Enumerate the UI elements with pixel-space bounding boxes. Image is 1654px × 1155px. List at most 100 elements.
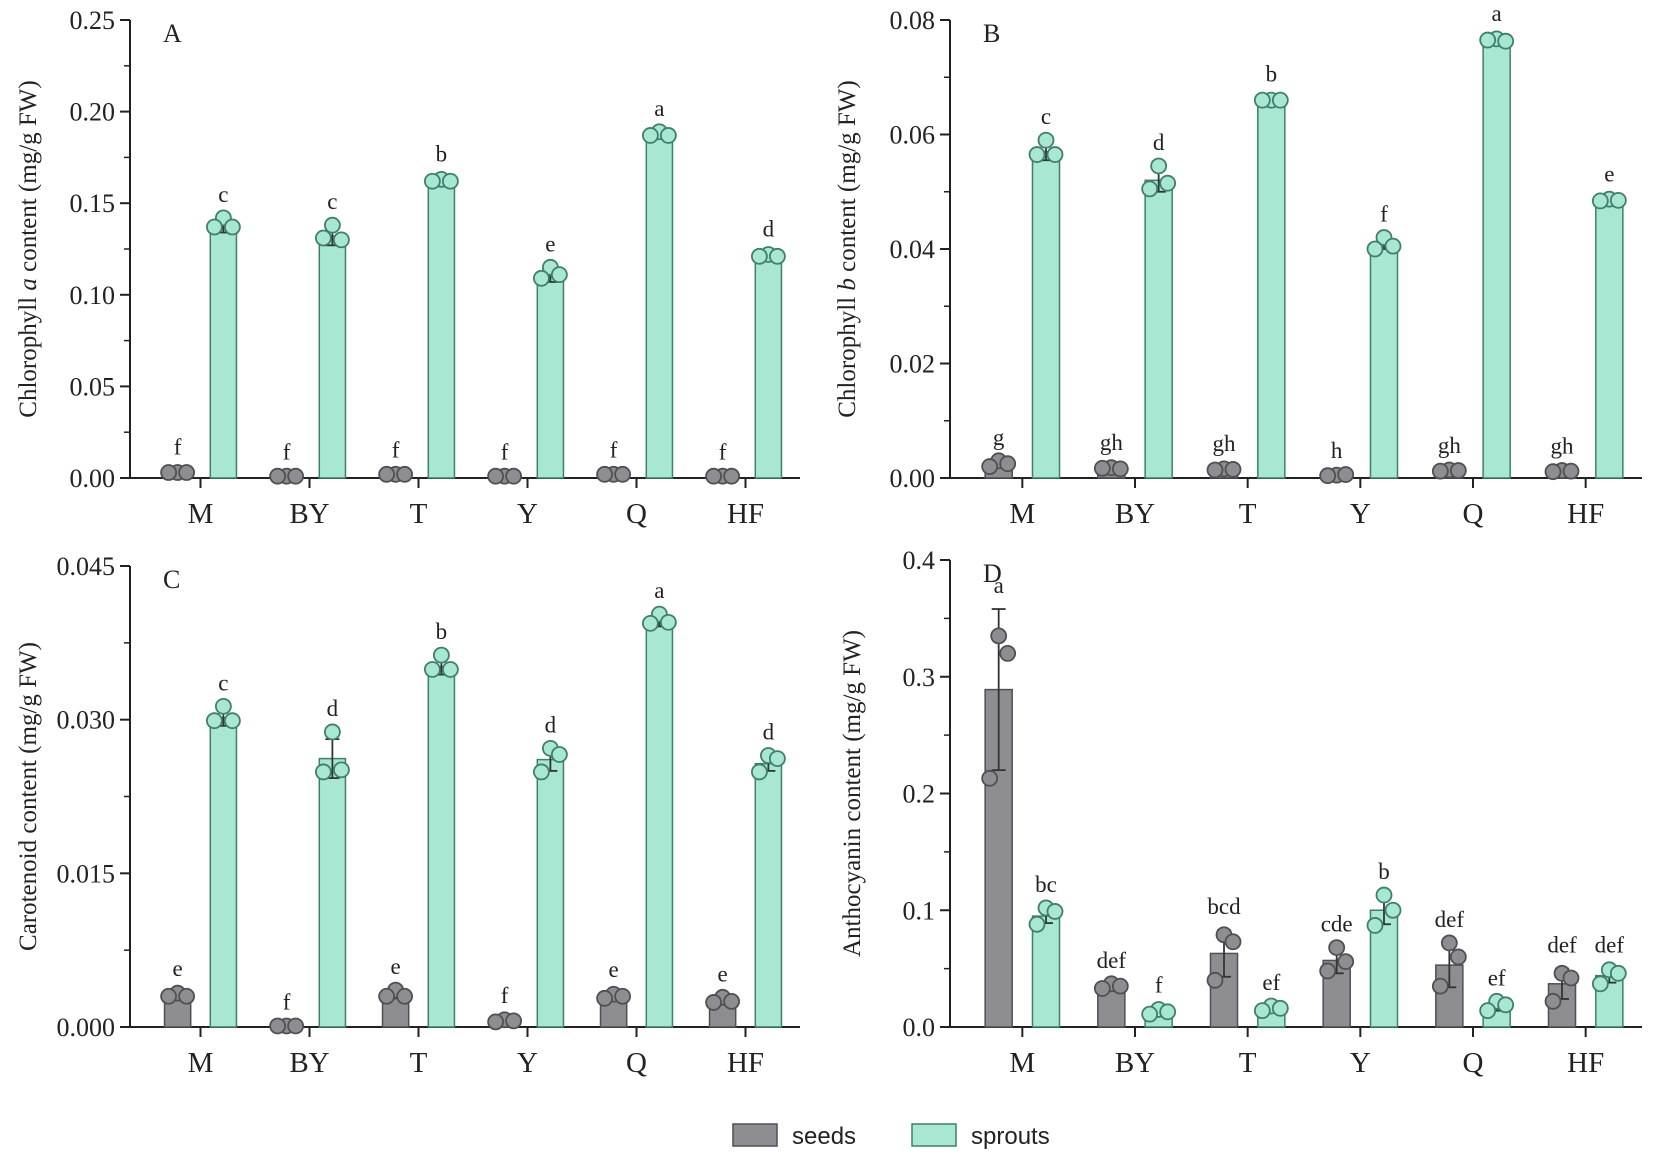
data-point-seeds [596,465,614,483]
y-axis-label: Chlorophyll a content (mg/g FW) [15,80,42,417]
data-point-sprouts [205,218,223,236]
bar-sprouts [1031,915,1061,1028]
data-point-seeds [505,1012,523,1030]
x-tick-label: Y [517,1047,538,1079]
panel-d: 0.0 0.1 0.2 0.3 0.4 Anthocyanin content (mg/g… [839,546,1642,1079]
x-tick-label: Q [626,498,647,530]
panel-letter: D [983,559,1002,588]
y-tick-label: 0.00 [70,464,116,493]
data-point-sprouts [750,763,768,781]
data-point-sprouts [332,761,350,779]
significance-letter: gh [1551,433,1575,458]
data-point-sprouts [1159,174,1177,192]
significance-letter: def [1595,933,1625,958]
significance-letter: def [1435,907,1465,932]
data-point-sprouts [550,266,568,284]
data-point-sprouts [550,746,568,763]
x-tick-label: BY [289,498,329,530]
data-point-sprouts [1253,1002,1271,1020]
data-point-sprouts [332,231,350,249]
x-tick-label: Q [626,1047,647,1079]
data-point-seeds [1206,971,1224,989]
bar-sprouts [536,758,565,1028]
significance-letter: ef [1262,970,1280,995]
bar-sprouts [318,757,347,1028]
data-point-seeds [1319,962,1337,980]
y-tick-label: 0.06 [890,121,936,150]
data-point-seeds [505,467,523,485]
data-point-seeds [1544,463,1562,481]
data-point-seeds [178,464,196,481]
y-axis-label-part: content (mg/g FW) [834,80,861,278]
data-point-seeds [1431,977,1449,995]
significance-letter: def [1097,948,1127,973]
data-point-seeds [999,645,1017,662]
bar-sprouts [1031,150,1061,479]
significance-letter: b [436,619,448,644]
bar-sprouts [754,255,783,479]
y-tick-label: 0.08 [890,6,936,35]
significance-letter: a [654,96,664,121]
x-tick-label: HF [727,498,764,530]
data-point-seeds [614,987,632,1005]
significance-letter: ef [1488,965,1506,990]
data-point-seeds [1328,939,1346,957]
significance-letter: b [1378,859,1390,884]
panels: 0.00 0.05 0.10 0.15 0.20 0.25 Chlorophyll a co… [15,1,1642,1079]
data-point-sprouts [641,614,659,632]
y-tick-label: 0.1 [903,896,936,925]
data-point-sprouts [223,712,241,730]
bar-sprouts [536,273,565,479]
panel-a: 0.00 0.05 0.10 0.15 0.20 0.25 Chlorophyll a co… [15,6,800,530]
data-point-seeds [981,769,999,787]
significance-letter: a [1492,1,1502,26]
legend-swatch-seeds [732,1123,778,1147]
significance-letter: bc [1035,872,1057,897]
significance-letter: c [218,670,228,695]
x-tick-label: HF [1567,498,1604,530]
data-point-sprouts [1609,964,1627,982]
data-point-sprouts [314,763,332,781]
data-point-seeds [160,987,178,1005]
data-point-seeds [269,467,287,485]
y-axis-label-part: a [15,278,42,291]
x-tick-label: Y [1350,1047,1371,1079]
significance-letter: c [327,189,337,214]
data-point-sprouts [1028,915,1046,933]
y-tick-label: 0.030 [57,706,116,735]
data-point-sprouts [1028,146,1046,163]
data-point-seeds [1093,459,1111,477]
data-point-seeds [999,455,1017,473]
data-point-sprouts [423,172,441,190]
data-point-seeds [287,1017,305,1035]
data-point-seeds [269,1017,287,1035]
x-tick-label: T [1239,498,1257,530]
bar-sprouts [1369,242,1399,479]
data-point-seeds [1544,992,1562,1010]
data-point-sprouts [432,646,450,664]
y-tick-label: 0.10 [70,281,116,310]
significance-letter: g [993,425,1005,450]
significance-letter: d [327,696,339,721]
x-tick-label: BY [1115,498,1155,530]
y-tick-label: 0.15 [70,189,116,218]
data-point-sprouts [314,229,332,247]
significance-letter: a [654,578,664,603]
panel-c: 0.000 0.015 0.030 0.045 Carotenoid content (… [15,552,800,1079]
data-point-seeds [990,627,1008,645]
data-point-sprouts [214,697,232,715]
data-point-seeds [178,987,196,1005]
data-point-sprouts [1384,901,1402,919]
x-tick-label: T [1239,1047,1257,1079]
x-tick-label: HF [1567,1047,1604,1079]
x-tick-label: M [188,1047,214,1079]
y-tick-label: 0.00 [890,464,936,493]
data-point-sprouts [323,723,341,741]
data-point-seeds [1111,460,1129,478]
x-tick-label: T [410,498,428,530]
data-point-sprouts [1037,131,1055,149]
data-point-sprouts [1384,237,1402,255]
significance-letter: gh [1438,433,1462,458]
y-axis-label: Chlorophyll b content (mg/g FW) [834,80,861,417]
